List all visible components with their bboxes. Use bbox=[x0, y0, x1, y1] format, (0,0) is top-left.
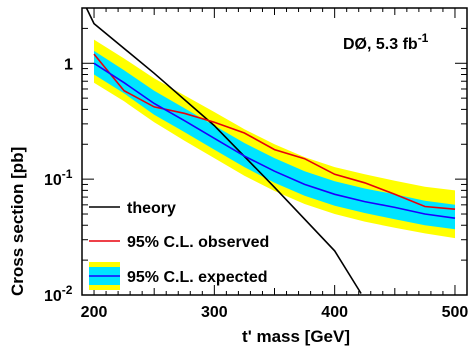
y-axis-ticks: 10-2 10-1 1 bbox=[44, 7, 467, 305]
series-lines bbox=[85, 8, 456, 294]
expected-1sigma-band bbox=[94, 50, 455, 230]
legend-theory-label: theory bbox=[127, 200, 176, 217]
legend: theory 95% C.L. observed 95% C.L. expect… bbox=[89, 200, 269, 290]
x-tick-label: 500 bbox=[442, 304, 469, 321]
x-tick-label: 400 bbox=[321, 304, 348, 321]
y-axis-title: Cross section [pb] bbox=[8, 147, 27, 296]
expected-line bbox=[93, 62, 456, 219]
legend-observed-label: 95% C.L. observed bbox=[127, 234, 269, 251]
y-tick-label: 1 bbox=[64, 56, 73, 73]
theory-line bbox=[85, 8, 362, 294]
expected-2sigma-band bbox=[94, 39, 455, 239]
x-axis-title: t' mass [GeV] bbox=[242, 327, 350, 346]
observed-line bbox=[93, 53, 456, 210]
legend-expected-label: 95% C.L. expected bbox=[127, 269, 268, 286]
x-tick-label: 200 bbox=[81, 304, 108, 321]
annotation-superscript: -1 bbox=[418, 31, 429, 45]
y-tick-label: 10-2 bbox=[44, 283, 73, 305]
y-tick-label: 10-1 bbox=[44, 167, 73, 189]
experiment-annotation: DØ, 5.3 fb-1 bbox=[343, 31, 429, 53]
expected-bands bbox=[94, 39, 455, 239]
x-axis-ticks: 200 300 400 500 bbox=[81, 8, 469, 321]
x-tick-label: 300 bbox=[201, 304, 228, 321]
